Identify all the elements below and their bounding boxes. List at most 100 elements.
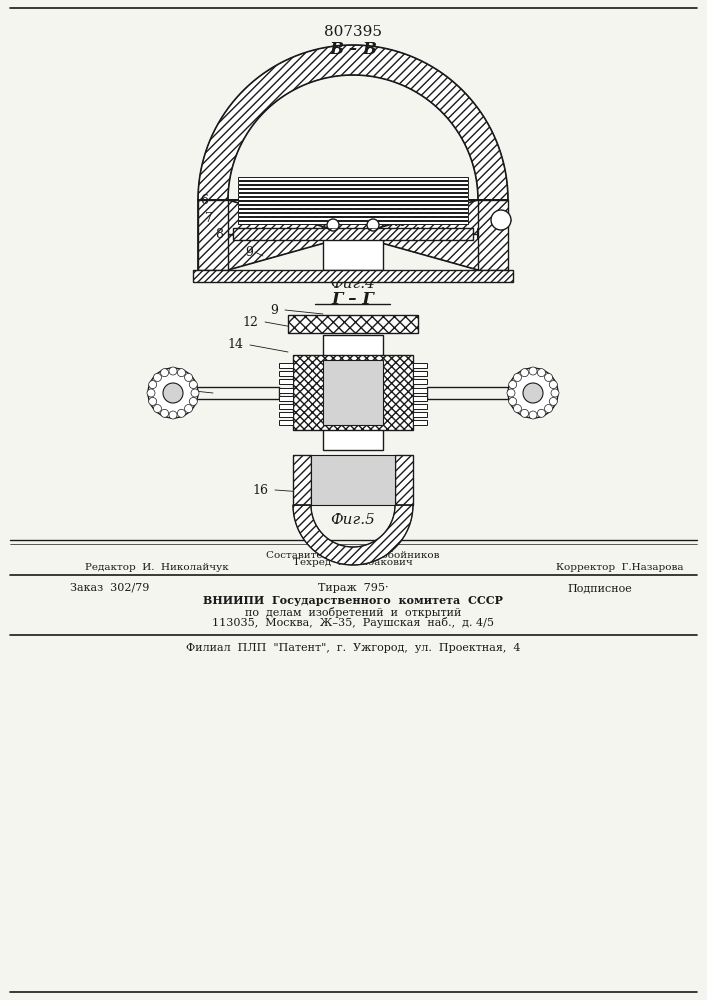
Text: Г – Г: Г – Г (332, 292, 375, 308)
Circle shape (549, 397, 557, 405)
Text: 13: 13 (162, 383, 178, 396)
Circle shape (537, 409, 545, 417)
Circle shape (520, 409, 529, 417)
Circle shape (177, 369, 185, 377)
Bar (395, 455, 413, 505)
Bar (193, 270, 513, 282)
Text: 14: 14 (227, 338, 243, 352)
Bar (198, 200, 228, 270)
Bar (279, 412, 293, 417)
Bar (238, 196, 468, 200)
Circle shape (523, 383, 543, 403)
Circle shape (147, 389, 155, 397)
Circle shape (191, 389, 199, 397)
Bar (413, 420, 427, 425)
Bar (238, 213, 468, 216)
Text: Заказ  302/79: Заказ 302/79 (70, 583, 149, 593)
Bar (238, 188, 468, 192)
Circle shape (537, 369, 545, 377)
Text: по  делам  изобретений  и  открытий: по делам изобретений и открытий (245, 606, 461, 617)
Bar (323, 230, 383, 270)
Text: Корректор  Г.Назарова: Корректор Г.Назарова (556, 564, 684, 572)
Bar (279, 387, 293, 392)
Circle shape (153, 405, 161, 413)
Polygon shape (311, 455, 395, 505)
Bar (238, 192, 468, 196)
Text: A: A (394, 216, 403, 229)
Text: Техред  М. Табакович: Техред М. Табакович (293, 557, 413, 567)
Bar (413, 371, 427, 376)
Bar (279, 379, 293, 384)
Circle shape (508, 397, 517, 405)
Bar (323, 360, 383, 425)
Bar (238, 221, 468, 224)
Circle shape (544, 405, 553, 413)
Bar (288, 315, 418, 333)
Bar (413, 396, 427, 401)
Bar (323, 335, 383, 450)
Bar (238, 205, 468, 208)
Bar (279, 371, 293, 376)
Text: ВНИИПИ  Государственного  комитета  СССР: ВНИИПИ Государственного комитета СССР (203, 595, 503, 606)
Circle shape (160, 369, 168, 377)
Bar (288, 315, 418, 333)
Circle shape (508, 381, 517, 389)
Bar (233, 228, 473, 240)
Bar (293, 355, 413, 430)
Circle shape (153, 373, 161, 381)
Polygon shape (293, 505, 413, 565)
Circle shape (508, 368, 558, 418)
Bar (413, 412, 427, 417)
Bar (198, 200, 228, 270)
Text: 9: 9 (245, 245, 253, 258)
Circle shape (189, 397, 197, 405)
Circle shape (520, 369, 529, 377)
Bar (238, 209, 468, 212)
Circle shape (189, 381, 197, 389)
Circle shape (163, 383, 183, 403)
Bar (233, 228, 473, 240)
Text: 9: 9 (270, 304, 278, 316)
Polygon shape (198, 45, 508, 270)
Circle shape (327, 219, 339, 231)
Text: Подписное: Подписное (568, 583, 632, 593)
Text: 7: 7 (205, 212, 213, 225)
Bar (413, 379, 427, 384)
Circle shape (148, 381, 157, 389)
Bar (395, 455, 413, 505)
Bar (238, 176, 468, 180)
Circle shape (513, 405, 522, 413)
Circle shape (507, 389, 515, 397)
Bar (293, 455, 311, 505)
Circle shape (529, 411, 537, 419)
Bar (478, 200, 508, 270)
Bar (293, 455, 311, 505)
Text: Фиг.5: Фиг.5 (331, 513, 375, 527)
Text: Редактор  И.  Николайчук: Редактор И. Николайчук (85, 564, 229, 572)
Text: Фиг.4: Фиг.4 (331, 277, 375, 291)
Circle shape (549, 381, 557, 389)
Circle shape (169, 411, 177, 419)
Bar (413, 363, 427, 368)
Circle shape (185, 373, 192, 381)
Circle shape (491, 210, 511, 230)
Text: Филиал  ПЛП  "Патент",  г.  Ужгород,  ул.  Проектная,  4: Филиал ПЛП "Патент", г. Ужгород, ул. Про… (186, 643, 520, 653)
Circle shape (148, 368, 198, 418)
Bar (238, 180, 468, 184)
Bar (238, 200, 468, 204)
Bar (413, 404, 427, 409)
Text: 807395: 807395 (324, 25, 382, 39)
Bar (238, 184, 468, 188)
Text: 6: 6 (200, 194, 208, 207)
Bar (478, 200, 508, 270)
Text: 113035,  Москва,  Ж–35,  Раушская  наб.,  д. 4/5: 113035, Москва, Ж–35, Раушская наб., д. … (212, 617, 494, 629)
Text: Составитель  В. Воскобойников: Составитель В. Воскобойников (267, 552, 440, 560)
Circle shape (513, 373, 522, 381)
Circle shape (177, 409, 185, 417)
Bar (279, 420, 293, 425)
Circle shape (148, 397, 157, 405)
Circle shape (551, 389, 559, 397)
Bar (279, 404, 293, 409)
Bar (193, 270, 513, 282)
Circle shape (529, 367, 537, 375)
